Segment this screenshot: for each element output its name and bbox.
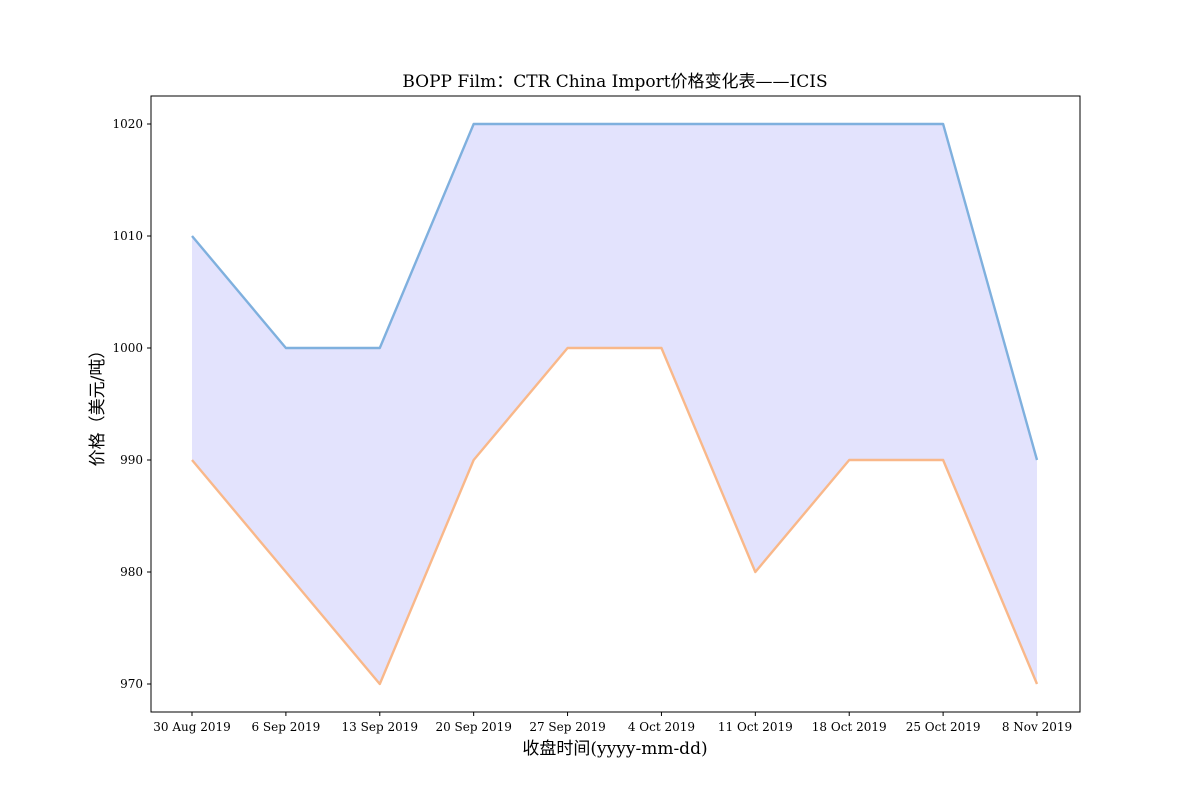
y-tick-label: 1010 — [112, 229, 143, 243]
plot-frame — [150, 95, 1081, 713]
chart-title: BOPP Film：CTR China Import价格变化表——ICIS — [402, 72, 827, 92]
x-tick-label: 30 Aug 2019 — [153, 720, 231, 734]
series-line-2 — [191, 346, 1039, 686]
fill-between-area — [192, 124, 1037, 684]
y-tick-label: 980 — [120, 565, 143, 579]
y-tick-label: 1020 — [112, 117, 143, 131]
y-tick-label: 990 — [120, 453, 143, 467]
x-tick-label: 4 Oct 2019 — [628, 720, 695, 734]
x-tick-label: 20 Sep 2019 — [435, 720, 511, 734]
x-tick-label: 11 Oct 2019 — [718, 720, 793, 734]
x-axis-title: 收盘时间(yyyy-mm-dd) — [522, 739, 707, 759]
x-axis: 30 Aug 2019 6 Sep 2019 13 Sep 2019 20 Sep 2… — [153, 712, 1072, 734]
x-tick-label: 6 Sep 2019 — [251, 720, 320, 734]
plot-area — [191, 122, 1039, 686]
series-line-1 — [191, 122, 1039, 461]
y-tick-label: 970 — [120, 677, 143, 691]
x-tick-label: 13 Sep 2019 — [342, 720, 418, 734]
y-axis-title: 价格（美元/吨） — [88, 342, 108, 467]
y-tick-label: 1000 — [112, 341, 143, 355]
x-tick-label: 8 Nov 2019 — [1002, 720, 1072, 734]
x-tick-label: 27 Sep 2019 — [529, 720, 605, 734]
y-axis: 970 980 990 1000 1010 1020 — [112, 117, 151, 691]
x-tick-label: 25 Oct 2019 — [906, 720, 981, 734]
x-tick-label: 18 Oct 2019 — [812, 720, 887, 734]
